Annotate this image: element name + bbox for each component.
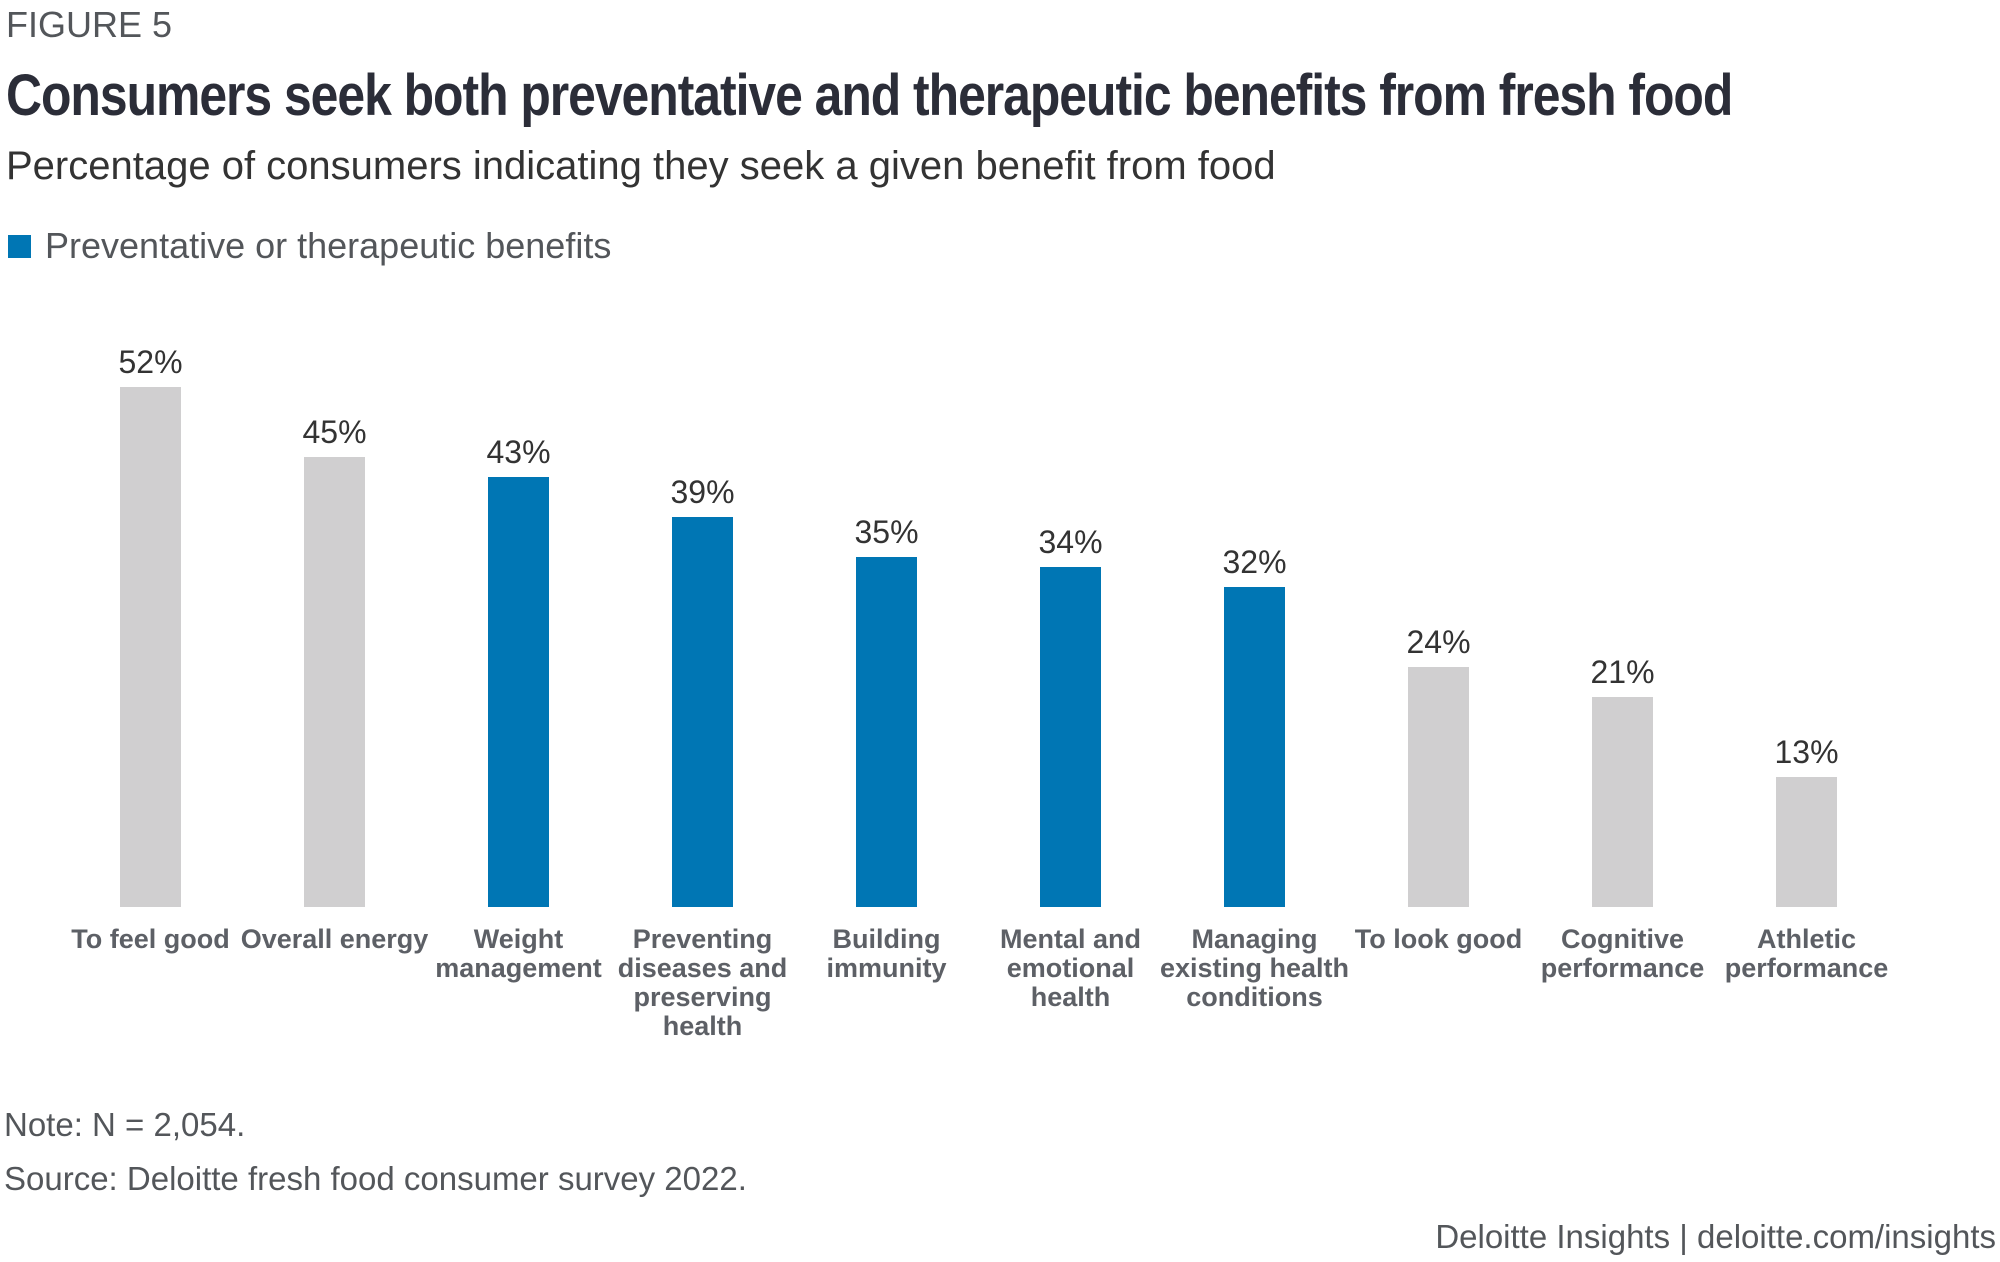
category-label-line: Preventing — [633, 924, 773, 954]
category-label: Preventing diseases and preserving health — [618, 924, 788, 1041]
category-label-line: health — [1031, 982, 1111, 1012]
category-label-line: Mental and — [1000, 924, 1141, 954]
chart-subtitle: Percentage of consumers indicating they … — [6, 144, 1276, 188]
bar-value-label: 34% — [1038, 524, 1102, 560]
category-label-line: immunity — [826, 953, 946, 983]
note-text: Note: N = 2,054. — [4, 1106, 246, 1143]
bar-7 — [1408, 667, 1469, 907]
category-label-line: performance — [1541, 953, 1705, 983]
bar-chart: 52% 45% 43% 39% 35% 34% 32% 24% 21% 13% To feel g… — [71, 344, 1888, 1041]
bar-8 — [1592, 697, 1653, 907]
bar-3 — [672, 517, 733, 907]
bar-value-label: 45% — [302, 414, 366, 450]
bar-value-label: 13% — [1774, 734, 1838, 770]
bar-value-label: 21% — [1590, 654, 1654, 690]
legend-label: Preventative or therapeutic benefits — [45, 225, 612, 266]
value-labels-group: 52% 45% 43% 39% 35% 34% 32% 24% 21% 13% — [118, 344, 1838, 770]
bar-value-label: 32% — [1222, 544, 1286, 580]
legend: Preventative or therapeutic benefits — [8, 225, 611, 267]
category-label: Building immunity — [826, 924, 946, 983]
category-labels-group: To feel good Overall energy Weight manageme… — [71, 924, 1888, 1041]
category-label-line: To look good — [1355, 924, 1522, 954]
bar-value-label: 43% — [486, 434, 550, 470]
category-label-line: health — [663, 1011, 743, 1041]
bar-value-label: 35% — [854, 514, 918, 550]
category-label-line: diseases and — [618, 953, 788, 983]
legend-swatch-icon — [8, 234, 31, 258]
bars-group — [120, 387, 1837, 907]
category-label-line: Overall energy — [241, 924, 429, 954]
bar-value-label: 39% — [670, 474, 734, 510]
bar-0 — [120, 387, 181, 907]
category-label-line: Athletic — [1757, 924, 1856, 954]
bar-2 — [488, 477, 549, 907]
category-label-line: Building — [833, 924, 941, 954]
bar-5 — [1040, 567, 1101, 907]
category-label-line: performance — [1725, 953, 1889, 983]
category-label-line: management — [435, 953, 602, 983]
bar-6 — [1224, 587, 1285, 907]
chart-title: Consumers seek both preventative and the… — [6, 63, 1733, 128]
category-label: Managing existing health conditions — [1160, 924, 1349, 1012]
category-label: Weight management — [435, 924, 602, 983]
category-label: Overall energy — [241, 924, 429, 954]
bar-value-label: 52% — [118, 344, 182, 380]
category-label: Cognitive performance — [1541, 924, 1705, 983]
category-label-line: Weight — [474, 924, 564, 954]
category-label-line: Cognitive — [1561, 924, 1684, 954]
bar-9 — [1776, 777, 1837, 907]
category-label-line: To feel good — [71, 924, 229, 954]
category-label-line: emotional — [1007, 953, 1135, 983]
bar-1 — [304, 457, 365, 907]
figure-label: FIGURE 5 — [6, 4, 173, 45]
category-label-line: Managing — [1192, 924, 1318, 954]
bar-4 — [856, 557, 917, 907]
category-label: Mental and emotional health — [1000, 924, 1141, 1012]
category-label-line: existing health — [1160, 953, 1349, 983]
category-label: To feel good — [71, 924, 229, 954]
category-label-line: conditions — [1186, 982, 1323, 1012]
bar-value-label: 24% — [1406, 624, 1470, 660]
source-text: Source: Deloitte fresh food consumer sur… — [4, 1160, 747, 1197]
category-label-line: preserving — [633, 982, 771, 1012]
footer-credit: Deloitte Insights | deloitte.com/insight… — [1435, 1218, 1996, 1255]
category-label: To look good — [1355, 924, 1522, 954]
category-label: Athletic performance — [1725, 924, 1889, 983]
